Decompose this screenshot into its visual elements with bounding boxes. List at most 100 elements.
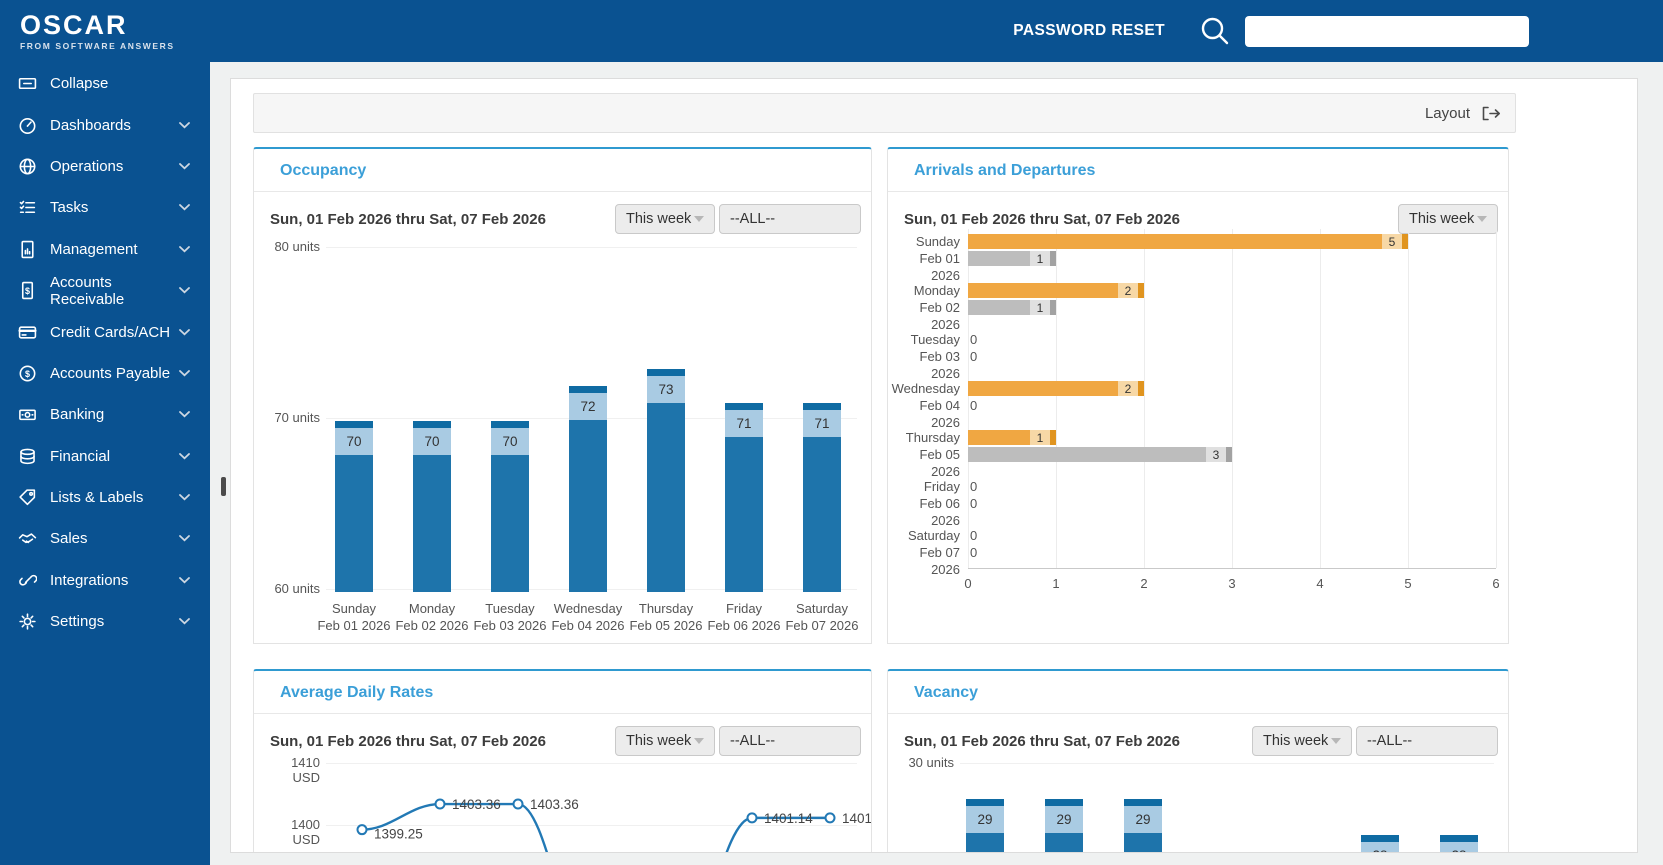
sidebar-item-collapse[interactable]: Collapse — [0, 63, 210, 104]
x-axis-label: Saturday — [795, 601, 849, 616]
data-point-label: 1401.1 — [842, 811, 871, 826]
sidebar-item-integrations[interactable]: Integrations — [0, 560, 210, 601]
sidebar-item-lists-labels[interactable]: Lists & Labels — [0, 477, 210, 518]
x-axis-label: Feb 03 2026 — [473, 618, 547, 633]
sidebar-item-management[interactable]: Management — [0, 229, 210, 270]
bar-monday: 70 — [413, 420, 451, 592]
bar-cap — [1440, 835, 1478, 842]
filter-dropdown-vacancy[interactable]: --ALL-- — [1356, 726, 1498, 756]
sidebar-item-label: Accounts Receivable — [50, 273, 125, 308]
sidebar-item-label: Banking — [50, 406, 105, 424]
x-axis-label: Thursday — [638, 601, 694, 616]
coins-icon — [18, 447, 37, 466]
date-range-label: Sun, 01 Feb 2026 thru Sat, 07 Feb 2026 — [904, 732, 1180, 750]
bar-body — [335, 454, 373, 592]
x-axis-label: Friday — [725, 601, 763, 616]
data-point-tuesday — [512, 798, 524, 810]
bar-value-label: 28 — [1361, 842, 1399, 852]
bar-body — [569, 420, 607, 592]
panel-occupancy: Occupancy Sun, 01 Feb 2026 thru Sat, 07 … — [253, 147, 872, 644]
panel-vacancy: Vacancy Sun, 01 Feb 2026 thru Sat, 07 Fe… — [887, 669, 1509, 852]
x-axis-label: Wednesday — [553, 601, 623, 616]
x-axis-tick: 3 — [1228, 576, 1236, 591]
panel-title: Occupancy — [254, 149, 871, 192]
sidebar-item-banking[interactable]: Banking — [0, 394, 210, 435]
gridline — [326, 247, 857, 248]
filter-dropdown-value: --ALL-- — [730, 733, 776, 749]
data-point-label: 1403.36 — [452, 797, 501, 812]
panel-title: Arrivals and Departures — [888, 149, 1508, 192]
sidebar-scrollbar-thumb[interactable] — [221, 477, 226, 496]
x-axis-label: Tuesday — [485, 601, 535, 616]
password-reset-link[interactable]: PASSWORD RESET — [1013, 22, 1165, 39]
sidebar-item-settings[interactable]: Settings — [0, 601, 210, 642]
sidebar-item-credit-cards-ach[interactable]: Credit Cards/ACH — [0, 311, 210, 352]
invoice-icon: $ — [18, 281, 37, 300]
layout-button[interactable]: Layout — [1424, 104, 1470, 122]
filter-dropdown-occupancy[interactable]: --ALL-- — [719, 204, 861, 234]
row-label: Monday — [913, 283, 960, 298]
filter-dropdown-arrivals[interactable]: This week — [1398, 204, 1498, 234]
filter-dropdown-occupancy[interactable]: This week — [615, 204, 715, 234]
svg-text:$: $ — [25, 286, 30, 296]
tag-icon — [18, 488, 37, 507]
bar-body — [968, 381, 1118, 396]
filter-dropdown-adr[interactable]: This week — [615, 726, 715, 756]
bar-value-label: 71 — [803, 410, 841, 438]
gridline — [968, 229, 969, 568]
x-axis-label: Sunday — [331, 601, 377, 616]
gridline — [326, 589, 857, 590]
gridline — [1496, 229, 1497, 568]
sidebar-item-financial[interactable]: Financial — [0, 436, 210, 477]
sidebar-item-tasks[interactable]: Tasks — [0, 187, 210, 228]
bar-cap — [1050, 430, 1056, 445]
bar-value-label: 28 — [1440, 842, 1478, 852]
search-icon[interactable] — [1199, 15, 1231, 47]
date-range-label: Sun, 01 Feb 2026 thru Sat, 07 Feb 2026 — [270, 732, 546, 750]
sidebar-item-dashboards[interactable]: Dashboards — [0, 104, 210, 145]
row-label: Thursday — [905, 430, 960, 445]
bar-0: 29 — [966, 799, 1004, 852]
gridline — [326, 763, 857, 764]
layout-export-icon[interactable] — [1482, 106, 1501, 121]
row-label: Tuesday — [910, 332, 960, 347]
chevron-down-icon — [179, 411, 190, 418]
chevron-down-icon — [179, 370, 190, 377]
bar-value-label: 73 — [647, 376, 685, 404]
sidebar: Collapse Dashboards Operations Tasks Managem… — [0, 62, 210, 865]
y-axis-tick: 80 units — [274, 239, 320, 254]
row-label: Feb 01 2026 — [919, 251, 960, 283]
departures-bar: 3 — [968, 447, 1232, 462]
sidebar-item-label: Integrations — [50, 571, 129, 589]
search-input[interactable] — [1245, 15, 1529, 47]
top-navbar: OSCAR FROM SOFTWARE ANSWERS PASSWORD RES… — [0, 0, 1663, 62]
data-point-label: 1403.36 — [530, 797, 579, 812]
bar-cap — [966, 799, 1004, 806]
chevron-down-icon — [179, 494, 190, 501]
data-point-sunday — [356, 824, 368, 836]
sidebar-item-label: Operations — [50, 157, 124, 175]
chevron-down-icon — [179, 535, 190, 543]
bar-value-label: 29 — [1045, 806, 1083, 833]
sidebar-item-label: Lists & Labels — [50, 489, 144, 507]
bar-cap — [1050, 251, 1056, 266]
bar-cap — [1124, 799, 1162, 806]
bar-cap — [1138, 381, 1144, 396]
sidebar-item-accounts-payable[interactable]: $ Accounts Payable — [0, 353, 210, 394]
credit-card-icon — [18, 323, 37, 342]
sidebar-item-operations[interactable]: Operations — [0, 146, 210, 187]
sidebar-item-accounts-receivable[interactable]: $ Accounts Receivable — [0, 270, 210, 311]
y-axis-tick: 70 units — [274, 410, 320, 425]
x-axis-label: Feb 05 2026 — [629, 618, 703, 633]
sidebar-item-sales[interactable]: Sales — [0, 518, 210, 559]
panel-arrivals-departures: Arrivals and Departures Sun, 01 Feb 2026… — [887, 147, 1509, 644]
bar-body — [968, 300, 1030, 315]
row-label: Sunday — [915, 234, 960, 249]
app-logo: OSCAR FROM SOFTWARE ANSWERS — [20, 11, 175, 51]
bar-value-label: 2 — [1118, 283, 1138, 298]
report-icon — [18, 240, 37, 259]
x-axis-label: Feb 02 2026 — [395, 618, 469, 633]
filter-dropdown-adr[interactable]: --ALL-- — [719, 726, 861, 756]
filter-dropdown-vacancy[interactable]: This week — [1252, 726, 1352, 756]
bar-body — [968, 447, 1206, 462]
